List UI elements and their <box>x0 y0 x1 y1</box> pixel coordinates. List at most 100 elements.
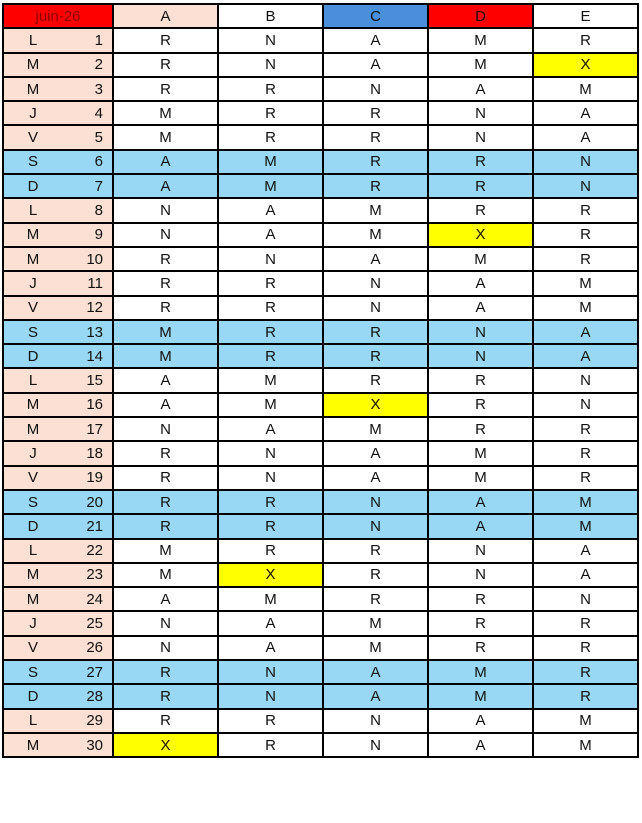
shift-cell-b[interactable]: R <box>217 343 324 370</box>
shift-cell-a[interactable]: N <box>112 610 219 637</box>
day-cell[interactable]: D 21 <box>2 513 114 540</box>
shift-cell-c[interactable]: A <box>322 440 429 467</box>
shift-cell-b[interactable]: A <box>217 634 324 662</box>
shift-cell-e[interactable]: R <box>532 634 639 662</box>
shift-cell-b[interactable]: A <box>217 221 324 248</box>
day-cell[interactable]: D 28 <box>2 683 114 710</box>
shift-cell-d[interactable]: A <box>427 488 534 516</box>
shift-cell-c[interactable]: R <box>322 537 429 564</box>
shift-cell-d[interactable]: A <box>427 513 534 540</box>
shift-cell-a[interactable]: R <box>112 513 219 540</box>
shift-cell-d[interactable]: A <box>427 294 534 321</box>
shift-cell-d[interactable]: R <box>427 610 534 637</box>
shift-cell-c[interactable]: R <box>322 318 429 346</box>
shift-cell-e[interactable]: A <box>532 124 639 151</box>
shift-cell-b[interactable]: N <box>217 27 324 54</box>
shift-cell-a[interactable]: M <box>112 561 219 589</box>
day-cell[interactable]: M 16 <box>2 391 114 419</box>
shift-cell-e[interactable]: A <box>532 537 639 564</box>
shift-cell-a[interactable]: R <box>112 51 219 78</box>
shift-cell-a[interactable]: X <box>112 731 219 759</box>
shift-cell-a[interactable]: M <box>112 318 219 346</box>
column-header-c[interactable]: C <box>322 2 429 30</box>
day-cell[interactable]: J 18 <box>2 440 114 467</box>
shift-cell-d[interactable]: M <box>427 245 534 273</box>
shift-cell-a[interactable]: N <box>112 416 219 443</box>
shift-cell-d[interactable]: M <box>427 683 534 710</box>
shift-cell-b[interactable]: R <box>217 100 324 127</box>
shift-cell-d[interactable]: R <box>427 197 534 224</box>
shift-cell-e[interactable]: M <box>532 513 639 540</box>
shift-cell-d[interactable]: R <box>427 416 534 443</box>
shift-cell-b[interactable]: M <box>217 367 324 394</box>
shift-cell-e[interactable]: M <box>532 75 639 103</box>
shift-cell-e[interactable]: N <box>532 586 639 613</box>
shift-cell-e[interactable]: R <box>532 440 639 467</box>
shift-cell-e[interactable]: X <box>532 51 639 78</box>
shift-cell-e[interactable]: M <box>532 707 639 734</box>
shift-cell-e[interactable]: R <box>532 245 639 273</box>
day-cell[interactable]: J 11 <box>2 270 114 297</box>
shift-cell-b[interactable]: M <box>217 173 324 200</box>
shift-cell-a[interactable]: M <box>112 343 219 370</box>
shift-cell-a[interactable]: N <box>112 634 219 662</box>
day-cell[interactable]: J 25 <box>2 610 114 637</box>
shift-cell-a[interactable]: R <box>112 488 219 516</box>
shift-cell-c[interactable]: R <box>322 148 429 176</box>
shift-cell-a[interactable]: A <box>112 173 219 200</box>
shift-cell-b[interactable]: R <box>217 124 324 151</box>
shift-cell-d[interactable]: X <box>427 221 534 248</box>
day-cell[interactable]: L 29 <box>2 707 114 734</box>
shift-cell-d[interactable]: A <box>427 75 534 103</box>
shift-cell-e[interactable]: R <box>532 197 639 224</box>
shift-cell-d[interactable]: M <box>427 440 534 467</box>
shift-cell-b[interactable]: R <box>217 707 324 734</box>
shift-cell-c[interactable]: N <box>322 270 429 297</box>
shift-cell-c[interactable]: A <box>322 27 429 54</box>
shift-cell-d[interactable]: N <box>427 561 534 589</box>
month-header[interactable]: juin-26 <box>2 2 114 30</box>
shift-cell-d[interactable]: N <box>427 318 534 346</box>
shift-cell-a[interactable]: M <box>112 537 219 564</box>
shift-cell-a[interactable]: R <box>112 707 219 734</box>
shift-cell-b[interactable]: M <box>217 586 324 613</box>
shift-cell-c[interactable]: M <box>322 221 429 248</box>
day-cell[interactable]: M 24 <box>2 586 114 613</box>
day-cell[interactable]: D 14 <box>2 343 114 370</box>
day-cell[interactable]: V 26 <box>2 634 114 662</box>
shift-cell-c[interactable]: A <box>322 51 429 78</box>
shift-cell-c[interactable]: M <box>322 416 429 443</box>
shift-cell-e[interactable]: R <box>532 221 639 248</box>
day-cell[interactable]: M 10 <box>2 245 114 273</box>
shift-cell-c[interactable]: R <box>322 343 429 370</box>
day-cell[interactable]: S 20 <box>2 488 114 516</box>
column-header-e[interactable]: E <box>532 2 639 30</box>
day-cell[interactable]: M 30 <box>2 731 114 759</box>
shift-cell-b[interactable]: N <box>217 683 324 710</box>
shift-cell-e[interactable]: A <box>532 318 639 346</box>
shift-cell-a[interactable]: R <box>112 270 219 297</box>
shift-cell-e[interactable]: N <box>532 173 639 200</box>
day-cell[interactable]: V 12 <box>2 294 114 321</box>
shift-cell-a[interactable]: R <box>112 75 219 103</box>
shift-cell-b[interactable]: R <box>217 513 324 540</box>
shift-cell-a[interactable]: M <box>112 124 219 151</box>
shift-cell-b[interactable]: M <box>217 148 324 176</box>
shift-cell-a[interactable]: R <box>112 27 219 54</box>
shift-cell-c[interactable]: R <box>322 173 429 200</box>
shift-cell-d[interactable]: R <box>427 634 534 662</box>
shift-cell-a[interactable]: R <box>112 245 219 273</box>
shift-cell-e[interactable]: A <box>532 561 639 589</box>
day-cell[interactable]: M 17 <box>2 416 114 443</box>
day-cell[interactable]: V 19 <box>2 464 114 491</box>
shift-cell-e[interactable]: N <box>532 367 639 394</box>
shift-cell-a[interactable]: R <box>112 440 219 467</box>
shift-cell-e[interactable]: R <box>532 683 639 710</box>
shift-cell-a[interactable]: A <box>112 391 219 419</box>
shift-cell-b[interactable]: N <box>217 464 324 491</box>
shift-cell-b[interactable]: N <box>217 440 324 467</box>
